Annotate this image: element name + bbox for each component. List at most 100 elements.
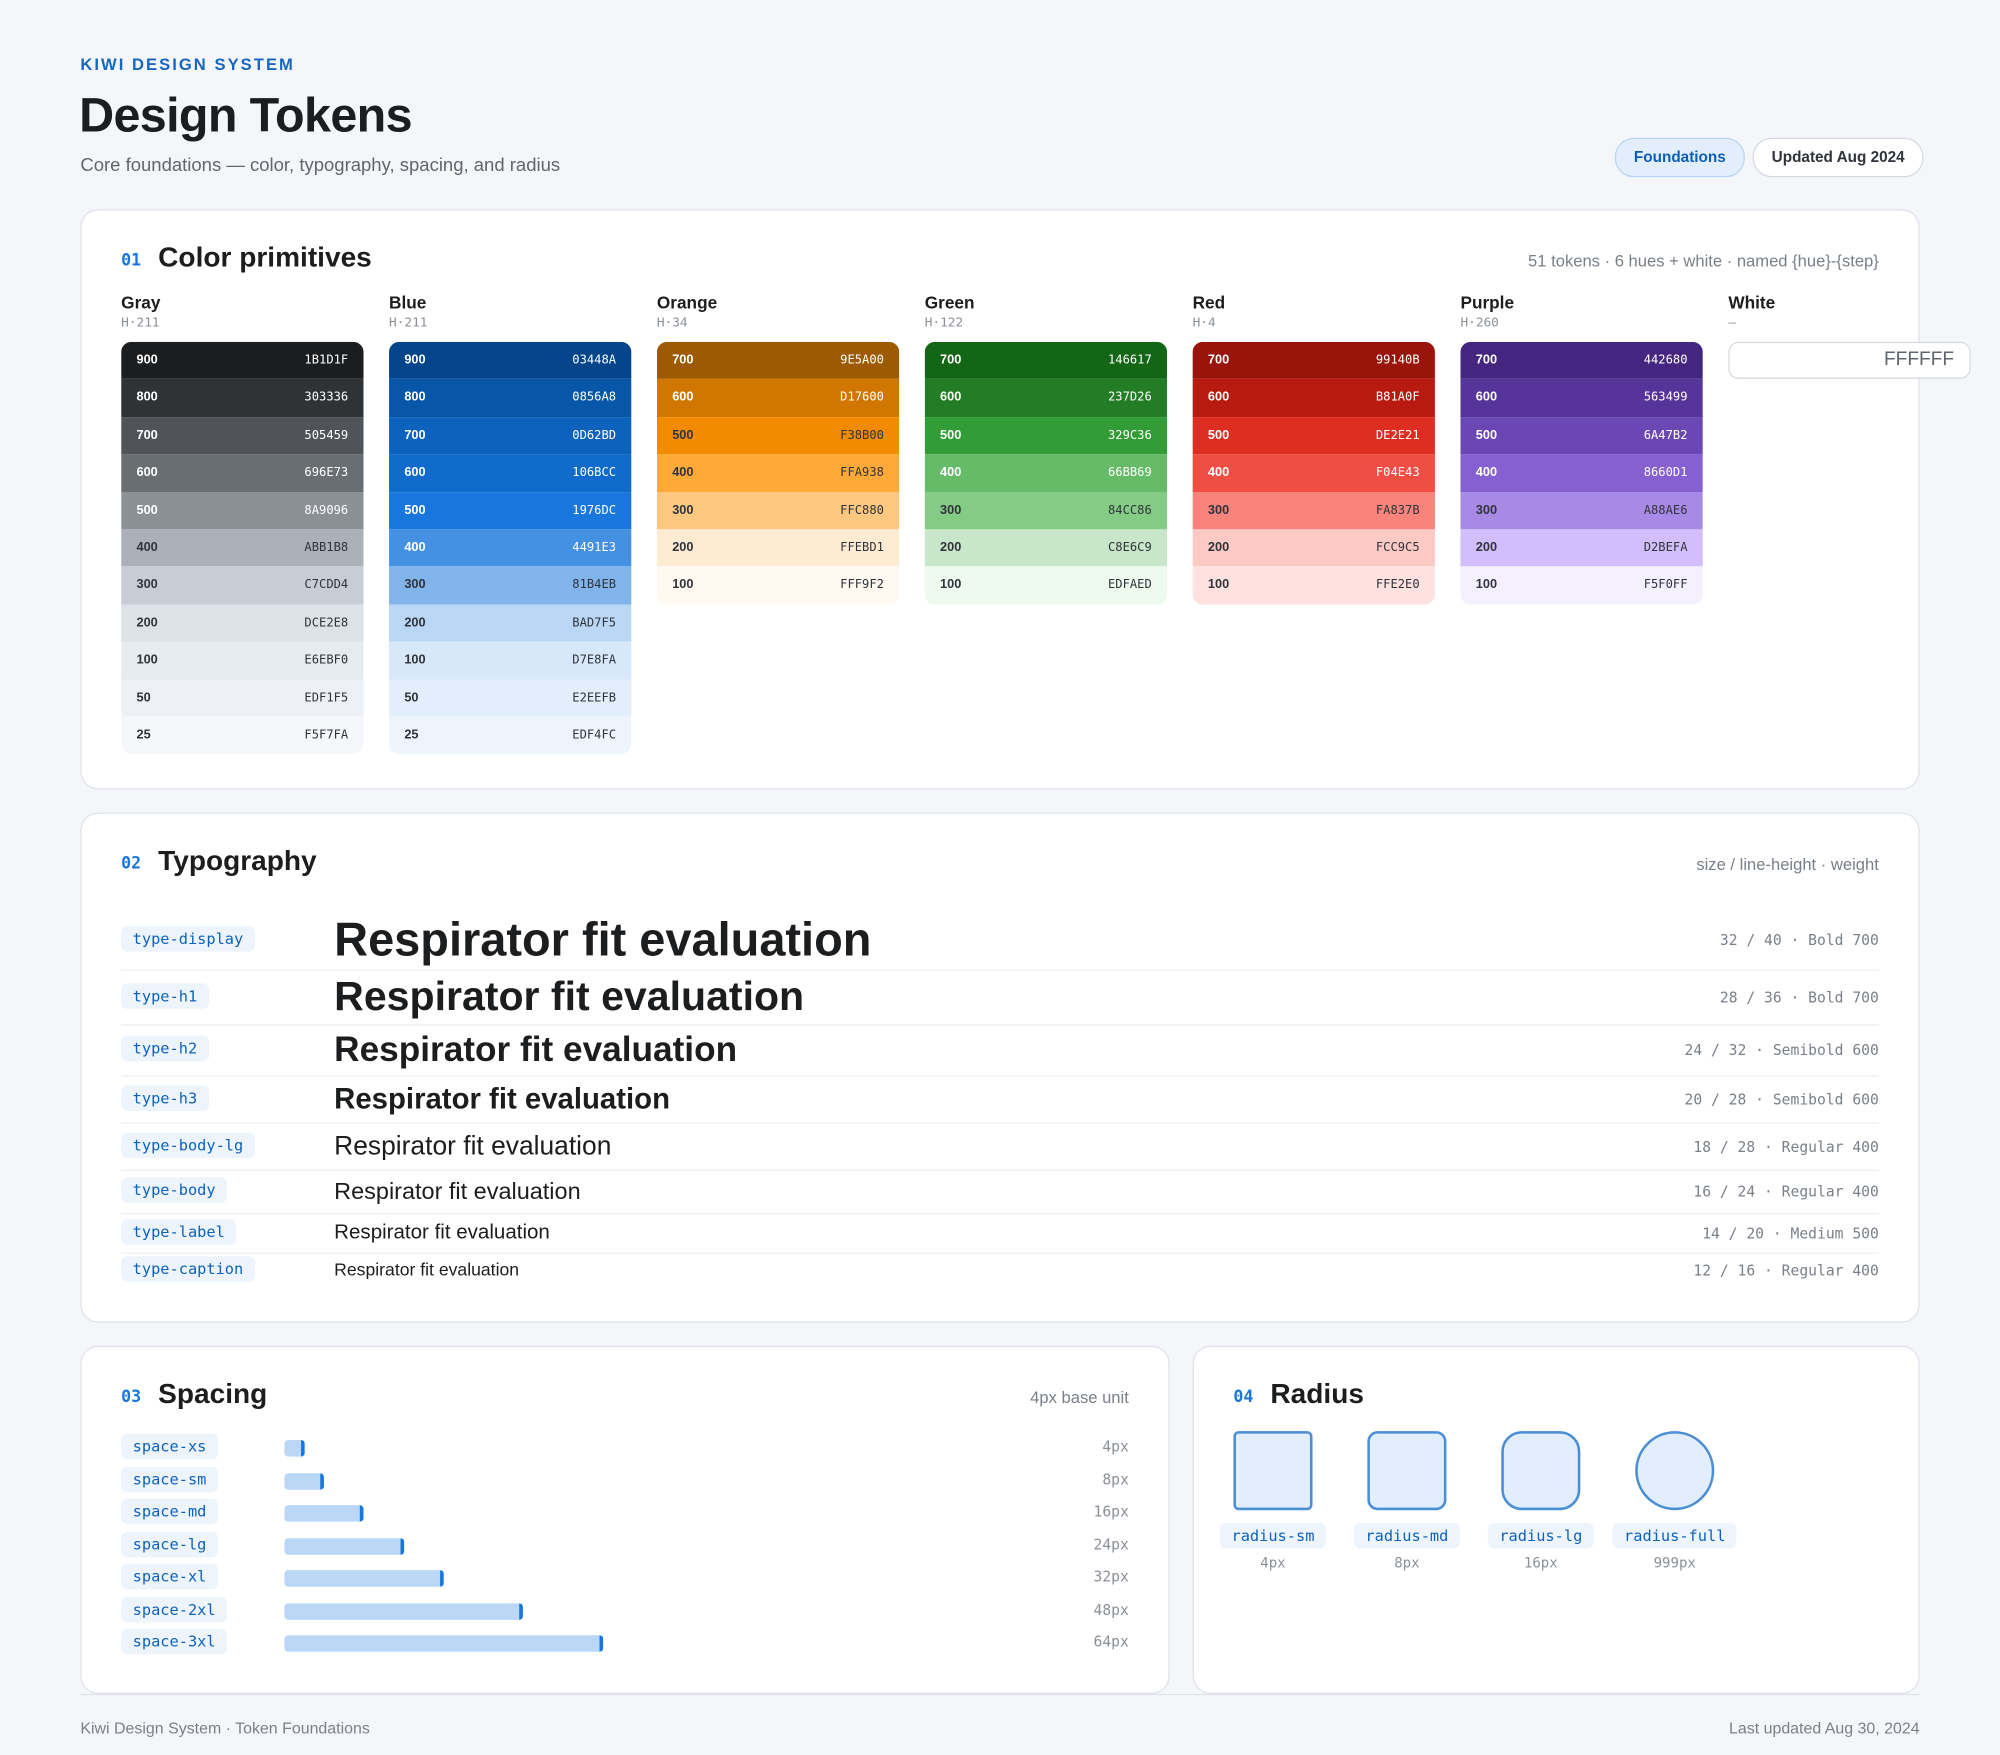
spacing-bar xyxy=(284,1472,325,1490)
swatch: 900 03448A xyxy=(389,341,632,380)
swatch: 200 FCC9C5 xyxy=(1192,529,1435,567)
swatch-step: 800 xyxy=(136,390,158,405)
swatch-hex: F5F0FF xyxy=(1643,578,1688,593)
swatch: 100 EDFAED xyxy=(924,566,1168,605)
swatch-step: 300 xyxy=(404,578,426,593)
swatch-step: 100 xyxy=(672,578,694,593)
type-spec: 18 / 28 · Regular 400 xyxy=(1693,1137,1879,1155)
swatch: 900 1B1D1F xyxy=(121,341,364,380)
badge[interactable]: Updated Aug 2024 xyxy=(1752,137,1924,178)
swatch: 300 81B4EB xyxy=(389,566,632,605)
swatch: 500 DE2E21 xyxy=(1192,416,1435,455)
token-chip: radius-sm xyxy=(1220,1522,1326,1549)
type-row: type-body-lg Respirator fit evaluation 18 … xyxy=(121,1122,1879,1171)
swatch: 50 E2EEFB xyxy=(389,679,632,717)
token-chip: space-xs xyxy=(121,1433,218,1460)
swatch-hex: B81A0F xyxy=(1375,390,1420,405)
swatch-hex: FFC880 xyxy=(840,503,884,518)
badge[interactable]: Foundations xyxy=(1614,137,1745,178)
spacing-card: 03 Spacing 4px base unit space-xs 4px spac… xyxy=(80,1345,1170,1694)
swatch-step: 600 xyxy=(136,465,158,480)
swatch-step: 700 xyxy=(672,353,694,368)
swatch-step: 700 xyxy=(1475,353,1498,368)
section-meta: 4px base unit xyxy=(1030,1387,1129,1407)
swatch-step: 300 xyxy=(1475,503,1498,518)
spacing-bar xyxy=(284,1505,365,1522)
swatch-step: 400 xyxy=(136,540,158,555)
token-chip: space-3xl xyxy=(121,1628,228,1655)
swatch: 800 0856A8 xyxy=(389,379,632,417)
token-chip: type-body xyxy=(121,1177,228,1203)
swatch-column: 900 1B1D1F 800 303336 700 505459 600 696E73 500 8… xyxy=(121,341,364,755)
swatch: 100 FFE2E0 xyxy=(1192,566,1435,605)
hue-label: H·211 xyxy=(121,316,160,331)
swatch-step: 300 xyxy=(940,503,962,518)
type-sample: Respirator fit evaluation xyxy=(334,1081,671,1115)
swatch-step: 400 xyxy=(404,540,426,555)
swatch-hex: E2EEFB xyxy=(572,690,617,705)
section-number: 02 xyxy=(121,854,142,874)
swatch-hex: FCC9C5 xyxy=(1375,540,1420,555)
section-meta: 51 tokens · 6 hues + white · named {hue}… xyxy=(1528,251,1879,271)
swatch: 200 FFEBD1 xyxy=(656,529,900,567)
hue-label: H·4 xyxy=(1192,316,1216,331)
hue-label: — xyxy=(1728,316,1737,331)
radius-label: 999px xyxy=(1653,1554,1696,1572)
type-sample: Respirator fit evaluation xyxy=(334,973,805,1020)
typography-card: 02 Typography size / line-height · weigh… xyxy=(80,812,1920,1323)
spacing-label: 24px xyxy=(1093,1535,1129,1553)
swatch: 300 FFC880 xyxy=(656,491,900,530)
swatch-hex: 66BB69 xyxy=(1107,465,1152,480)
radius-box xyxy=(1501,1431,1581,1511)
swatch-hex: 1B1D1F xyxy=(304,353,349,368)
type-row: type-h2 Respirator fit evaluation 24 / 32 … xyxy=(121,1024,1879,1077)
swatch-hex: F38B00 xyxy=(840,428,884,443)
swatch: 25 F5F7FA xyxy=(121,716,364,755)
swatch: 500 8A9096 xyxy=(121,491,364,530)
swatch: 700 0D62BD xyxy=(389,416,632,455)
swatch-step: 300 xyxy=(1207,503,1230,518)
type-spec: 28 / 36 · Bold 700 xyxy=(1719,987,1879,1006)
radius-item: radius-lg 16px xyxy=(1487,1522,1594,1571)
hue-name: Red xyxy=(1192,293,1226,313)
swatch-hex: BAD7F5 xyxy=(572,615,617,630)
swatch-step: 300 xyxy=(136,578,158,593)
type-spec: 32 / 40 · Bold 700 xyxy=(1719,931,1879,949)
footer-right: Last updated Aug 30, 2024 xyxy=(1729,1719,1920,1738)
swatch: 700 505459 xyxy=(121,416,364,455)
swatch-hex: D2BEFA xyxy=(1643,540,1688,555)
swatch-hex: 81B4EB xyxy=(572,578,617,593)
radius-box xyxy=(1233,1431,1313,1511)
section-title: Color primitives xyxy=(158,241,372,273)
spacing-label: 64px xyxy=(1093,1632,1129,1651)
swatch-step: 50 xyxy=(404,690,419,705)
token-chip: type-h3 xyxy=(121,1084,209,1111)
swatch: 300 84CC86 xyxy=(924,491,1168,530)
type-sample: Respirator fit evaluation xyxy=(334,1260,520,1280)
swatch: 500 F38B00 xyxy=(656,416,900,455)
hue-label: H·34 xyxy=(656,316,688,331)
section-title: Radius xyxy=(1270,1377,1364,1410)
swatch-hex: D7E8FA xyxy=(572,653,617,668)
swatch: 600 106BCC xyxy=(389,454,632,492)
swatch: 400 ABB1B8 xyxy=(121,529,364,567)
swatch-column: 700 442680 600 563499 500 6A47B2 400 8660D1 300 A… xyxy=(1460,341,1703,605)
swatch: 100 F5F0FF xyxy=(1460,566,1703,605)
radius-card: 04 Radius radius-sm 4px radius-md 8px radius… xyxy=(1192,1345,1920,1694)
token-chip: type-h2 xyxy=(121,1035,209,1062)
swatch-step: 500 xyxy=(136,503,158,518)
swatch-column: 700 146617 600 237D26 500 329C36 400 66BB69 300 8… xyxy=(924,341,1168,605)
swatch-hex: C7CDD4 xyxy=(304,578,349,593)
swatch-hex: 696E73 xyxy=(304,465,349,480)
page-title: Design Tokens xyxy=(79,89,413,143)
swatch-step: 100 xyxy=(136,653,158,668)
spacing-label: 8px xyxy=(1102,1470,1129,1488)
swatch: 700 99140B xyxy=(1192,341,1435,380)
type-sample: Respirator fit evaluation xyxy=(334,1029,738,1069)
swatch-hex: 146617 xyxy=(1107,353,1152,368)
swatch: 400 8660D1 xyxy=(1460,454,1703,492)
swatch-column: 700 9E5A00 600 D17600 500 F38B00 400 FFA938 300 F… xyxy=(656,341,900,605)
swatch-hex: 563499 xyxy=(1643,390,1688,405)
